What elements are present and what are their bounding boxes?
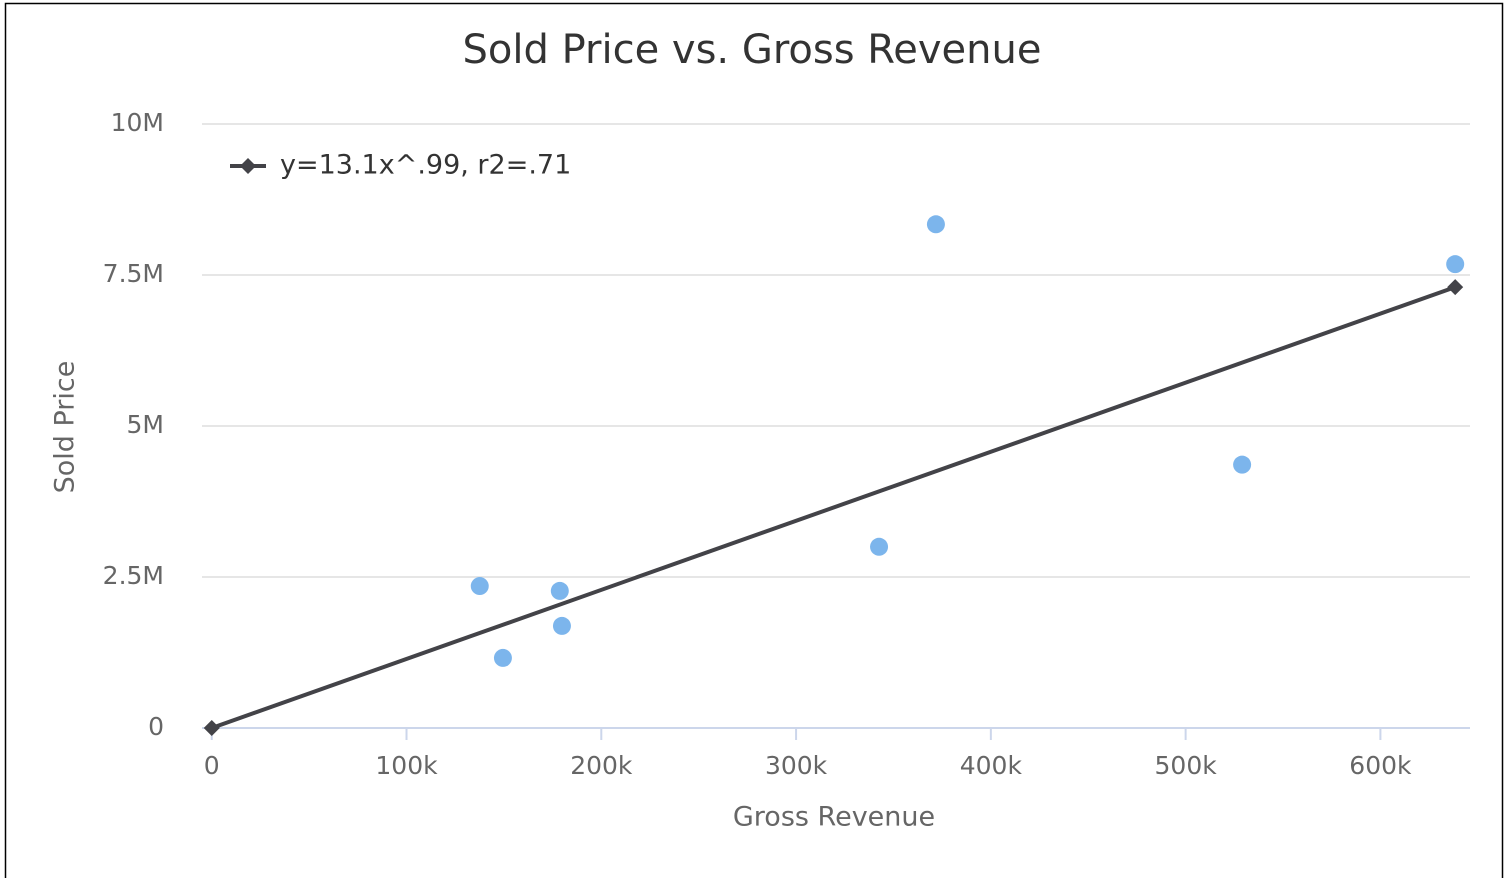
chart-title: Sold Price vs. Gross Revenue bbox=[463, 27, 1042, 73]
legend-marker bbox=[240, 158, 256, 174]
y-tick-label: 5M bbox=[127, 410, 164, 439]
x-axis-title: Gross Revenue bbox=[733, 802, 935, 833]
scatter-point bbox=[926, 215, 945, 234]
scatter-point bbox=[552, 616, 571, 635]
x-tick-label: 200k bbox=[570, 751, 633, 780]
y-axis-title: Sold Price bbox=[50, 361, 81, 494]
legend-label[interactable]: y=13.1x^.99, r2=.71 bbox=[280, 150, 571, 181]
y-tick-label: 2.5M bbox=[103, 561, 164, 590]
scatter-point bbox=[493, 648, 512, 667]
scatter-point bbox=[870, 537, 889, 556]
trend-line bbox=[211, 285, 1456, 730]
scatter-point bbox=[470, 577, 489, 596]
x-tick-label: 300k bbox=[765, 751, 828, 780]
x-tick-label: 0 bbox=[204, 751, 220, 780]
chart-border bbox=[4, 2, 1504, 878]
x-tick-label: 100k bbox=[375, 751, 438, 780]
x-tick-label: 400k bbox=[960, 751, 1023, 780]
scatter-point bbox=[550, 581, 569, 600]
x-tick-label: 600k bbox=[1349, 751, 1412, 780]
trend-marker bbox=[203, 720, 220, 736]
x-tick-label: 500k bbox=[1155, 751, 1218, 780]
scatter-point bbox=[1446, 255, 1465, 274]
y-tick-label: 10M bbox=[111, 108, 164, 137]
y-tick-label: 0 bbox=[148, 712, 164, 741]
y-tick-label: 7.5M bbox=[103, 259, 164, 288]
trend-marker bbox=[1447, 279, 1464, 296]
scatter-point bbox=[1233, 455, 1252, 474]
